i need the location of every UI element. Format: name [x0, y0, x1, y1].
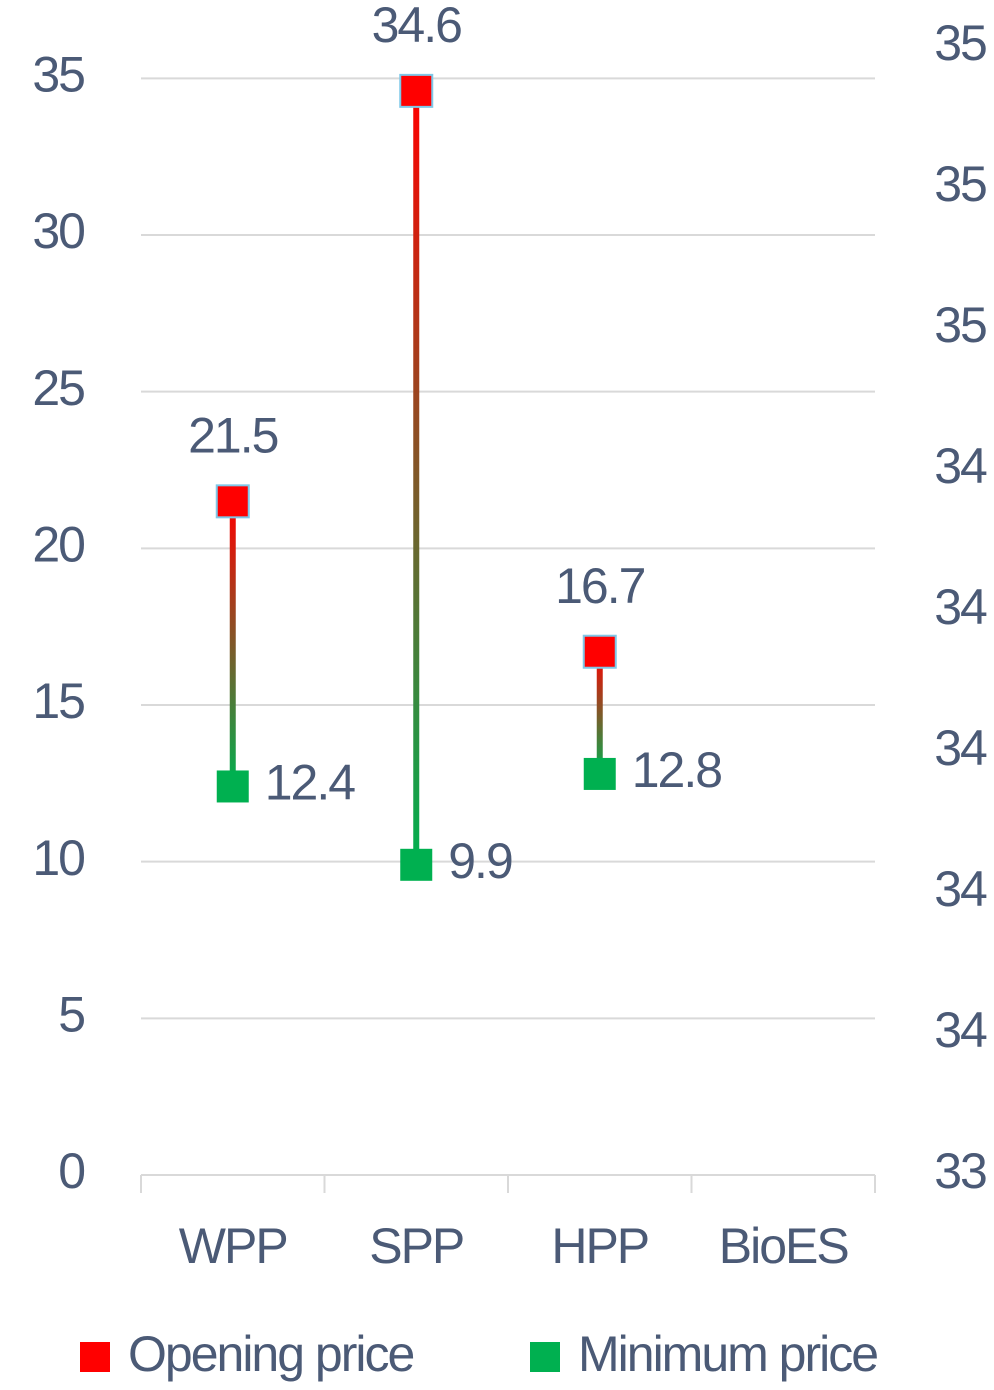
legend-label: Minimum price — [578, 1326, 877, 1382]
y2-tick-label: 34 — [934, 438, 987, 494]
y-tick-label: 15 — [32, 673, 84, 729]
x-tick-label: HPP — [551, 1218, 648, 1274]
x-tick-label: SPP — [369, 1218, 463, 1274]
minimum-marker — [583, 757, 616, 790]
y2-tick-label: 33 — [934, 1143, 986, 1199]
y-tick-label: 30 — [32, 203, 84, 259]
opening-marker — [399, 73, 434, 108]
y-tick-label: 25 — [32, 360, 84, 416]
legend-swatch — [80, 1342, 110, 1372]
legend-label: Opening price — [128, 1326, 413, 1382]
y-tick-label: 5 — [58, 987, 84, 1043]
data-label: 21.5 — [188, 408, 278, 464]
y2-tick-label: 34 — [934, 1002, 987, 1058]
y2-tick-label: 34 — [934, 579, 987, 635]
y-tick-label: 20 — [32, 517, 84, 573]
x-tick-label: WPP — [179, 1218, 287, 1274]
y2-tick-label: 35 — [934, 156, 986, 212]
opening-marker — [215, 484, 250, 519]
data-label: 16.7 — [555, 558, 645, 614]
y2-tick-label: 35 — [934, 297, 986, 353]
data-label: 9.9 — [448, 833, 512, 889]
legend-swatch — [530, 1342, 560, 1372]
minimum-marker — [216, 770, 249, 803]
y2-tick-label: 35 — [934, 15, 986, 71]
data-label: 34.6 — [372, 0, 462, 53]
x-tick-label: BioES — [719, 1218, 849, 1274]
data-label: 12.4 — [265, 755, 356, 811]
y2-tick-label: 34 — [934, 720, 987, 776]
data-label: 12.8 — [632, 742, 722, 798]
y-tick-label: 10 — [32, 830, 84, 886]
minimum-marker — [400, 848, 433, 881]
y2-tick-label: 34 — [934, 861, 987, 917]
y-tick-label: 0 — [58, 1143, 84, 1199]
y-tick-label: 35 — [32, 47, 84, 103]
opening-marker — [582, 634, 617, 669]
